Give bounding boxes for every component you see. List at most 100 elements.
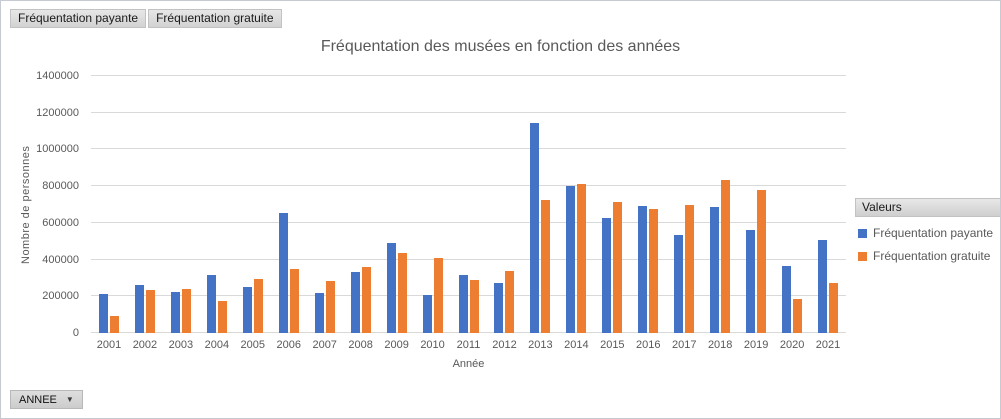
bar-group-2006 [271,76,307,333]
bar-2013[interactable] [530,123,540,333]
gridline [91,75,846,76]
bar-2002[interactable] [145,290,155,333]
bar-2017[interactable] [685,204,695,333]
bar-2018[interactable] [721,179,731,333]
bar-2013[interactable] [541,199,551,333]
x-tick-label: 2008 [348,339,373,351]
legend-swatch-orange [858,251,867,261]
legend-item-label: Fréquentation gratuite [873,249,991,263]
bar-2014[interactable] [566,185,576,333]
legend-item-frequentation-payante[interactable]: Fréquentation payante [858,226,1000,240]
x-tick-label: 2014 [564,339,589,351]
x-tick-label: 2006 [276,339,301,351]
bar-group-2020 [774,76,810,333]
y-tick-label: 1000000 [36,143,79,156]
y-tick-label: 0 [72,327,79,339]
bar-2005[interactable] [242,287,252,333]
bar-2001[interactable] [109,316,119,333]
bar-2006[interactable] [278,212,288,333]
bar-2007[interactable] [325,280,335,333]
bar-2014[interactable] [577,183,587,333]
y-tick-label: 1200000 [36,106,79,119]
bar-2020[interactable] [782,266,792,333]
bar-group-2012 [486,76,522,333]
bar-2018[interactable] [710,206,720,333]
bar-2019[interactable] [757,189,767,333]
plot-area [91,75,846,333]
bar-2008[interactable] [350,272,360,333]
bar-2020[interactable] [793,299,803,333]
bar-2016[interactable] [649,208,659,333]
x-tick-label: 2018 [707,339,733,351]
legend-values-field-button[interactable]: Valeurs [855,198,1000,217]
x-tick-label: 2001 [96,339,122,351]
bar-2017[interactable] [674,234,684,333]
x-axis-line [91,332,846,333]
bar-2006[interactable] [289,268,299,333]
gridline [91,295,846,297]
x-tick-label: 2020 [779,339,805,351]
bar-group-2011 [451,76,487,333]
bar-2011[interactable] [469,280,479,333]
bar-group-2004 [199,76,235,333]
annee-axis-field-label: ANNEE [19,393,57,406]
x-tick-label: 2012 [492,339,517,351]
y-tick-label: 600000 [42,216,79,229]
x-axis-title: Année [452,358,485,370]
bar-2021[interactable] [818,240,828,333]
field-button-frequentation-payante[interactable]: Fréquentation payante [10,9,147,28]
pivot-field-buttons: Fréquentation payante Fréquentation grat… [10,9,282,28]
gridline [91,185,846,187]
bar-group-2007 [307,76,343,333]
bar-2003[interactable] [170,291,180,333]
x-tick-label: 2003 [168,339,194,351]
bar-2001[interactable] [98,293,108,333]
bar-2008[interactable] [361,266,371,333]
legend-item-label: Fréquentation payante [873,226,994,240]
gridline [91,258,846,260]
field-button-frequentation-gratuite[interactable]: Fréquentation gratuite [148,9,282,28]
bar-group-2019 [738,76,774,333]
legend-item-frequentation-gratuite[interactable]: Fréquentation gratuite [858,249,1000,263]
bar-group-2009 [379,76,415,333]
bar-2002[interactable] [134,284,144,333]
bar-groups [91,76,846,333]
bar-group-2001 [91,76,127,333]
y-tick-label: 400000 [42,253,79,266]
legend-swatch-blue [858,228,867,238]
bar-group-2008 [343,76,379,333]
bar-2021[interactable] [829,282,839,333]
bar-2011[interactable] [458,275,468,333]
bar-group-2010 [415,76,451,333]
gridlines [91,75,846,333]
bar-group-2014 [558,76,594,333]
x-tick-label: 2011 [456,339,481,351]
bar-2012[interactable] [505,271,515,333]
bar-2019[interactable] [746,230,756,333]
bar-2004[interactable] [217,300,227,333]
bar-2016[interactable] [638,205,648,333]
gridline [91,221,846,223]
bar-2005[interactable] [253,279,263,333]
bar-2007[interactable] [314,292,324,333]
bar-2012[interactable] [494,283,504,333]
y-axis-labels: 0 200000 400000 600000 800000 1000000 1200000 1… [36,70,85,339]
x-tick-label: 2015 [600,339,625,351]
bar-2003[interactable] [181,289,191,333]
y-tick-label: 800000 [42,180,79,193]
y-axis-title: Nombre de personnes [20,145,32,264]
gridline [91,111,846,113]
bar-2009[interactable] [386,242,396,333]
bar-2015[interactable] [613,202,623,333]
annee-axis-field-button[interactable]: ANNEE ▼ [10,390,83,409]
bar-2009[interactable] [397,253,407,333]
bar-group-2013 [522,76,558,333]
bar-2004[interactable] [206,275,216,333]
bar-2010[interactable] [422,295,432,333]
bar-group-2003 [163,76,199,333]
dropdown-arrow-icon: ▼ [65,394,74,404]
bar-2010[interactable] [433,258,443,333]
bar-2015[interactable] [602,217,612,333]
bar-group-2017 [666,76,702,333]
